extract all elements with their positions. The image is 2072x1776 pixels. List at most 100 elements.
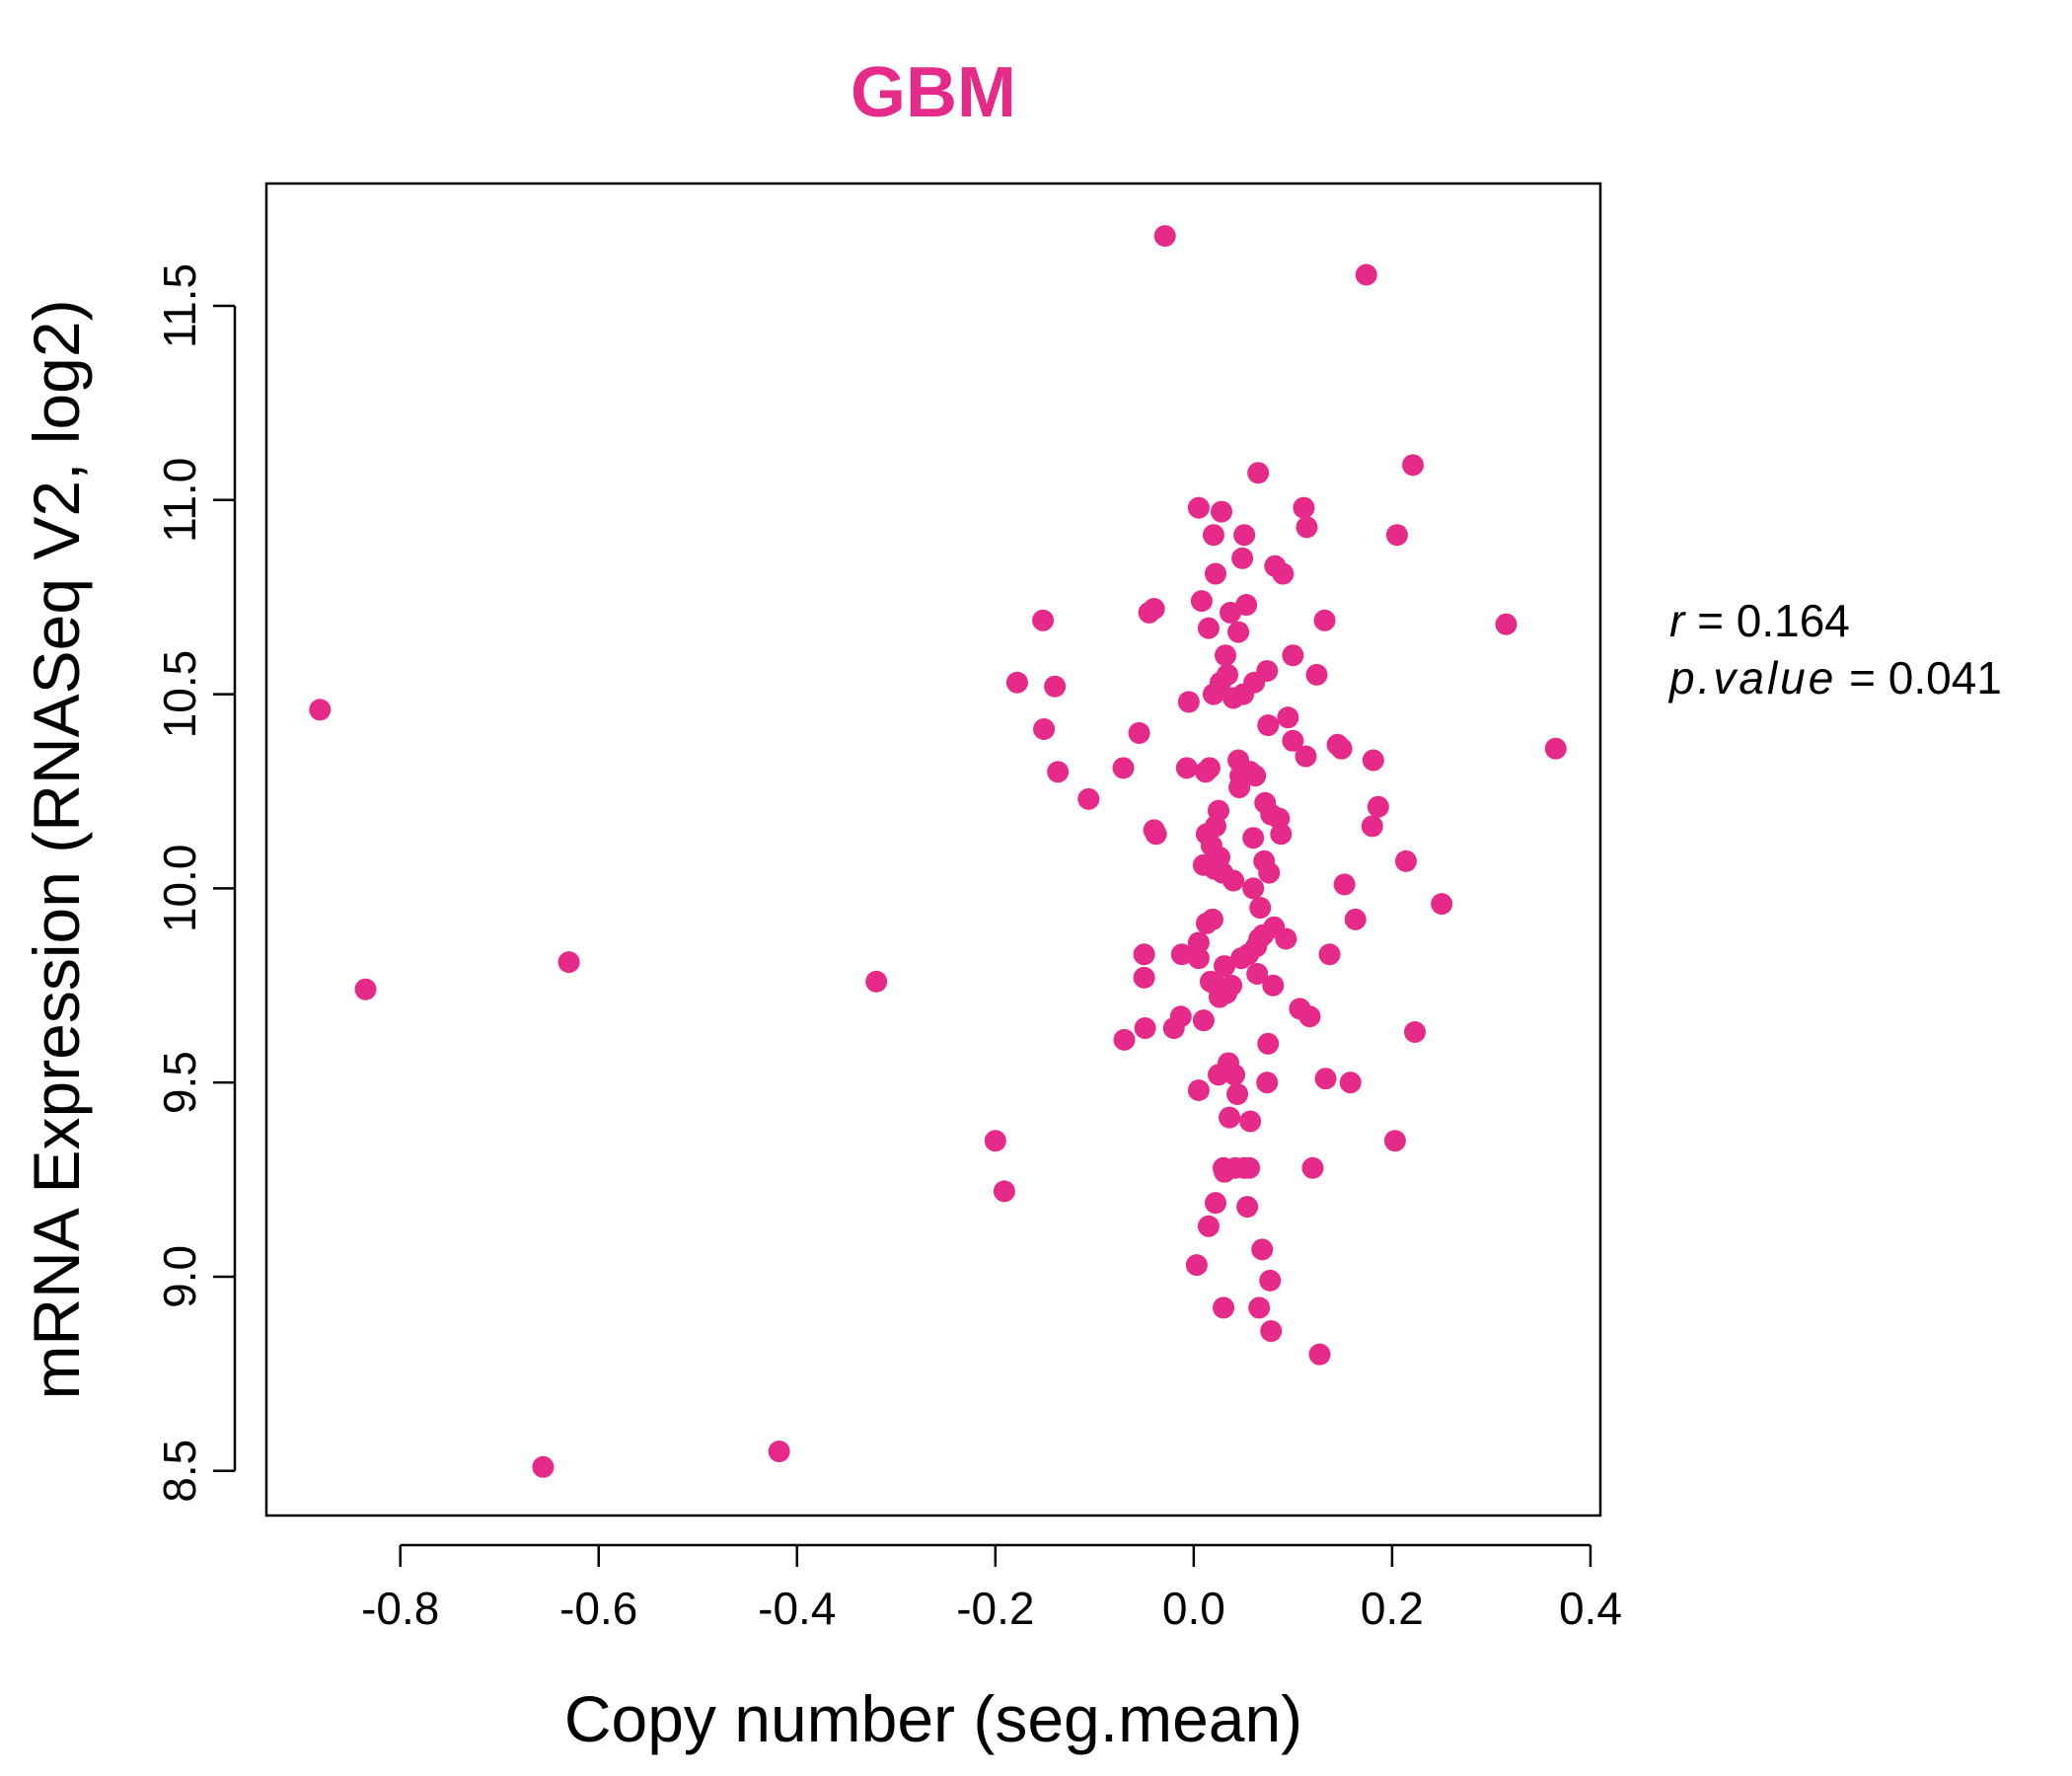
data-point bbox=[1217, 663, 1239, 686]
data-point bbox=[1202, 524, 1224, 547]
data-point bbox=[1238, 1156, 1261, 1179]
x-tick-label: 0.4 bbox=[1559, 1583, 1622, 1634]
data-point bbox=[1495, 613, 1517, 635]
data-point bbox=[1431, 893, 1453, 916]
data-point bbox=[1318, 943, 1341, 966]
x-tick-label: -0.8 bbox=[361, 1583, 439, 1634]
data-point bbox=[1227, 621, 1250, 643]
data-point bbox=[1251, 1238, 1274, 1261]
p-stat-equals: = bbox=[1836, 652, 1887, 703]
data-point bbox=[1404, 1020, 1427, 1043]
data-point bbox=[1201, 908, 1223, 930]
data-point bbox=[1233, 524, 1256, 547]
data-point bbox=[1244, 765, 1267, 787]
data-point bbox=[1305, 663, 1328, 686]
data-point bbox=[1192, 1009, 1215, 1032]
p-stat-line: p.value = 0.041 bbox=[1667, 652, 2002, 703]
data-point bbox=[309, 699, 332, 721]
data-point bbox=[1272, 562, 1295, 585]
data-point bbox=[1112, 757, 1135, 779]
data-point bbox=[1544, 737, 1567, 760]
data-point bbox=[1295, 516, 1318, 539]
data-point bbox=[768, 1441, 790, 1463]
data-point bbox=[1187, 947, 1210, 970]
data-point bbox=[1246, 962, 1269, 985]
data-point bbox=[1242, 877, 1265, 900]
data-point bbox=[354, 978, 377, 1000]
data-point bbox=[1367, 795, 1389, 818]
data-point bbox=[1153, 225, 1176, 248]
data-point bbox=[1242, 827, 1265, 850]
data-point bbox=[1277, 706, 1299, 729]
data-point bbox=[1231, 547, 1254, 569]
data-point bbox=[1207, 799, 1229, 822]
data-point bbox=[1215, 644, 1237, 667]
data-point bbox=[1219, 1106, 1241, 1129]
data-point bbox=[993, 1180, 1015, 1203]
data-point bbox=[1308, 1343, 1331, 1366]
data-point bbox=[1169, 1005, 1192, 1028]
data-point bbox=[1344, 908, 1367, 930]
data-point bbox=[532, 1455, 555, 1478]
data-point bbox=[1187, 1079, 1210, 1102]
data-point bbox=[1187, 496, 1210, 519]
data-point bbox=[1175, 757, 1198, 779]
data-point bbox=[1260, 1320, 1283, 1343]
data-point bbox=[1258, 861, 1281, 884]
data-point bbox=[1133, 966, 1155, 989]
x-axis-label: Copy number (seg.mean) bbox=[564, 1682, 1302, 1755]
y-axis: 8.5 9.0 9.5 10.0 10.5 11.0 11.5 bbox=[154, 263, 237, 1503]
y-tick-label: 10.0 bbox=[154, 845, 205, 933]
data-point bbox=[1298, 1005, 1321, 1028]
data-point bbox=[1077, 787, 1100, 810]
p-stat-label: p.value bbox=[1667, 652, 1836, 703]
data-point bbox=[557, 951, 580, 974]
r-stat-value: 0.164 bbox=[1737, 595, 1850, 646]
data-point bbox=[1204, 562, 1226, 585]
y-tick-label: 8.5 bbox=[154, 1440, 205, 1503]
x-tick-label: 0.0 bbox=[1162, 1583, 1225, 1634]
data-point bbox=[1270, 823, 1293, 846]
data-point bbox=[1143, 597, 1165, 620]
y-tick-label: 11.5 bbox=[154, 263, 205, 348]
data-point bbox=[1190, 590, 1213, 613]
data-point bbox=[1198, 757, 1221, 779]
data-point bbox=[1248, 1296, 1271, 1319]
data-point bbox=[1211, 500, 1233, 523]
data-point bbox=[1247, 462, 1270, 484]
x-axis: -0.8 -0.6 -0.4 -0.2 0.0 0.2 0.4 bbox=[361, 1543, 1622, 1634]
data-point bbox=[1047, 761, 1070, 783]
data-point bbox=[1249, 897, 1272, 920]
data-point bbox=[1275, 927, 1297, 950]
data-point bbox=[1339, 1072, 1362, 1094]
data-point bbox=[1185, 1254, 1208, 1277]
x-tick-label: -0.4 bbox=[758, 1583, 836, 1634]
y-tick-label: 9.5 bbox=[154, 1051, 205, 1114]
data-point bbox=[1133, 943, 1155, 966]
data-point bbox=[1293, 496, 1315, 519]
x-tick-label: 0.2 bbox=[1361, 1583, 1424, 1634]
data-point bbox=[1134, 1017, 1156, 1040]
data-point bbox=[1314, 1068, 1337, 1090]
y-tick-label: 10.5 bbox=[154, 650, 205, 739]
data-point bbox=[1282, 729, 1304, 752]
chart-title: GBM bbox=[851, 53, 1016, 132]
data-point bbox=[1313, 609, 1336, 631]
data-point bbox=[1033, 717, 1056, 740]
r-stat-equals: = bbox=[1684, 595, 1736, 646]
data-point bbox=[1402, 454, 1425, 477]
plot-frame bbox=[264, 182, 1602, 1517]
data-points bbox=[309, 225, 1567, 1478]
data-point bbox=[1257, 1032, 1280, 1055]
data-point bbox=[1236, 1196, 1259, 1219]
data-point bbox=[1221, 974, 1243, 997]
data-point bbox=[1355, 263, 1377, 286]
data-point bbox=[1197, 617, 1220, 639]
data-point bbox=[1145, 823, 1167, 846]
data-point bbox=[1044, 675, 1067, 698]
data-point bbox=[1213, 1296, 1235, 1319]
data-point bbox=[1187, 931, 1210, 954]
data-point bbox=[1383, 1130, 1406, 1152]
data-point bbox=[1385, 524, 1408, 547]
